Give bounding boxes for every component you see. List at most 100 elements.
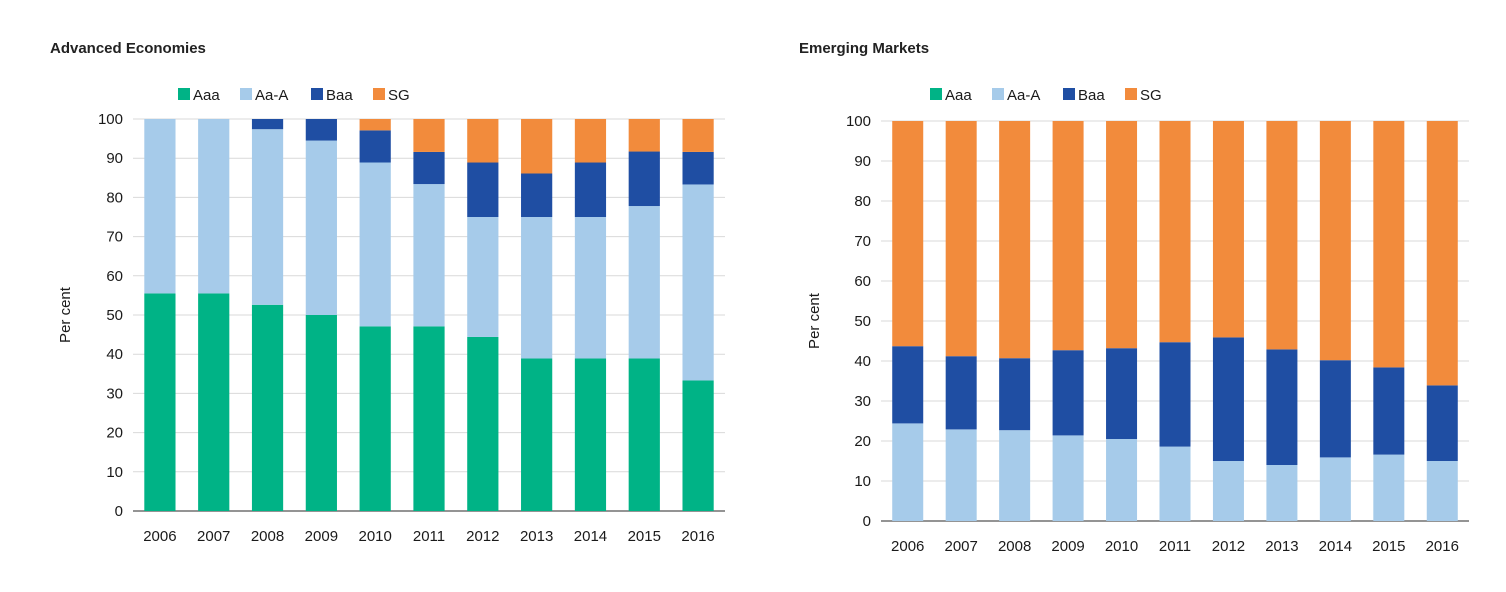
x-tick-label: 2007 bbox=[197, 528, 230, 545]
y-tick-label: 40 bbox=[106, 346, 123, 363]
bar-baa-2015 bbox=[1373, 367, 1405, 455]
bar-baa-2016 bbox=[1426, 385, 1458, 461]
bar-aa-a-2016 bbox=[1426, 461, 1458, 521]
y-tick-label: 100 bbox=[98, 111, 123, 128]
bar-aaa-2015 bbox=[628, 358, 660, 511]
bar-baa-2014 bbox=[574, 162, 607, 217]
bar-aa-a-2012 bbox=[467, 217, 499, 337]
legend-label-sg: SG bbox=[388, 87, 410, 104]
bar-aaa-2007 bbox=[198, 293, 230, 511]
bar-sg-2006 bbox=[892, 121, 924, 347]
bar-baa-2007 bbox=[945, 356, 977, 430]
legend-label-aa-a: Aa-A bbox=[255, 87, 288, 104]
legend-swatch-sg bbox=[1125, 88, 1137, 100]
bar-aa-a-2013 bbox=[521, 217, 553, 359]
emerging-markets-chart-panel: Emerging Markets 0 10 20 30 40 50 60 70 80 90 100 P… bbox=[753, 0, 1506, 592]
y-tick-label: 50 bbox=[106, 307, 123, 324]
legend-label-baa: Baa bbox=[1078, 87, 1105, 104]
bar-sg-2013 bbox=[521, 119, 553, 174]
x-tick-label: 2016 bbox=[1426, 538, 1459, 555]
bar-aaa-2010 bbox=[359, 326, 391, 511]
bar-baa-2009 bbox=[1052, 350, 1084, 436]
y-tick-label: 60 bbox=[854, 273, 871, 290]
bar-sg-2015 bbox=[628, 119, 660, 152]
bar-aa-a-2014 bbox=[1319, 457, 1351, 521]
x-tick-label: 2009 bbox=[305, 528, 338, 545]
bar-aa-a-2007 bbox=[945, 429, 977, 521]
y-tick-label: 10 bbox=[854, 473, 871, 490]
x-tick-label: 2011 bbox=[1159, 538, 1191, 555]
bar-baa-2009 bbox=[305, 119, 337, 141]
emerging-markets-title: Emerging Markets bbox=[799, 40, 930, 57]
x-tick-label: 2009 bbox=[1051, 538, 1084, 555]
bar-aa-a-2010 bbox=[1106, 439, 1138, 521]
y-axis-label: Per cent bbox=[806, 292, 823, 349]
bar-aa-a-2012 bbox=[1212, 461, 1244, 521]
bar-sg-2016 bbox=[682, 119, 714, 152]
bar-sg-2016 bbox=[1426, 121, 1458, 386]
advanced-economies-title: Advanced Economies bbox=[50, 40, 206, 57]
bar-baa-2011 bbox=[1159, 342, 1191, 447]
y-tick-label: 80 bbox=[854, 193, 871, 210]
bar-sg-2012 bbox=[1212, 121, 1244, 338]
bar-baa-2008 bbox=[251, 119, 284, 130]
x-tick-label: 2006 bbox=[143, 528, 176, 545]
x-tick-label: 2008 bbox=[251, 528, 284, 545]
x-tick-label: 2011 bbox=[413, 528, 445, 545]
y-tick-label: 60 bbox=[106, 268, 123, 285]
y-tick-label: 0 bbox=[115, 503, 123, 520]
y-tick-label: 100 bbox=[846, 113, 871, 130]
bar-baa-2013 bbox=[521, 173, 553, 217]
bar-aaa-2011 bbox=[413, 326, 445, 511]
legend-label-sg: SG bbox=[1140, 87, 1162, 104]
legend-label-aa-a: Aa-A bbox=[1007, 87, 1040, 104]
y-tick-label: 20 bbox=[106, 425, 123, 442]
bar-aa-a-2006 bbox=[144, 119, 176, 294]
x-tick-label: 2010 bbox=[358, 528, 391, 545]
x-tick-label: 2012 bbox=[466, 528, 499, 545]
x-tick-label: 2008 bbox=[998, 538, 1031, 555]
legend-swatch-baa bbox=[311, 88, 323, 100]
bar-aa-a-2011 bbox=[413, 184, 445, 327]
legend-label-baa: Baa bbox=[326, 87, 353, 104]
bar-aa-a-2009 bbox=[305, 140, 337, 315]
x-tick-label: 2006 bbox=[891, 538, 924, 555]
bar-sg-2015 bbox=[1373, 121, 1405, 368]
bar-baa-2015 bbox=[628, 151, 660, 207]
bar-aaa-2014 bbox=[574, 358, 607, 511]
legend-swatch-aa-a bbox=[240, 88, 252, 100]
bar-aa-a-2009 bbox=[1052, 435, 1084, 521]
bar-sg-2014 bbox=[574, 119, 607, 163]
bar-baa-2006 bbox=[892, 346, 924, 424]
bar-sg-2014 bbox=[1319, 121, 1351, 361]
y-tick-label: 0 bbox=[863, 513, 871, 530]
bar-aa-a-2006 bbox=[892, 423, 924, 521]
bar-aaa-2009 bbox=[305, 315, 337, 511]
y-tick-label: 10 bbox=[106, 464, 123, 481]
x-tick-label: 2010 bbox=[1105, 538, 1138, 555]
y-tick-label: 70 bbox=[854, 233, 871, 250]
bar-baa-2010 bbox=[1106, 348, 1138, 439]
advanced-economies-chart-panel: Advanced Economies 0 10 20 30 40 50 60 70 80 90 10… bbox=[50, 40, 725, 545]
bar-sg-2007 bbox=[945, 121, 977, 357]
legend-swatch-aaa bbox=[930, 88, 942, 100]
x-tick-label: 2013 bbox=[520, 528, 553, 545]
advanced-economies-chart: 0 10 20 30 40 50 60 70 80 90 100 Per cent 2006 2007 20… bbox=[57, 87, 725, 545]
x-tick-label: 2016 bbox=[681, 528, 714, 545]
legend-swatch-baa bbox=[1063, 88, 1075, 100]
legend-label-aaa: Aaa bbox=[193, 87, 220, 104]
x-tick-label: 2013 bbox=[1265, 538, 1298, 555]
bar-sg-2011 bbox=[413, 119, 445, 152]
bar-baa-2012 bbox=[467, 162, 499, 217]
bar-sg-2010 bbox=[359, 119, 391, 131]
bar-aa-a-2008 bbox=[251, 129, 284, 305]
y-tick-label: 20 bbox=[854, 433, 871, 450]
bar-sg-2008 bbox=[999, 121, 1031, 359]
bar-baa-2011 bbox=[413, 151, 445, 185]
y-tick-label: 90 bbox=[854, 153, 871, 170]
legend-swatch-sg bbox=[373, 88, 385, 100]
y-tick-label: 30 bbox=[106, 385, 123, 402]
y-axis-label: Per cent bbox=[57, 286, 74, 343]
bar-baa-2013 bbox=[1266, 349, 1298, 465]
bar-aa-a-2011 bbox=[1159, 446, 1191, 521]
